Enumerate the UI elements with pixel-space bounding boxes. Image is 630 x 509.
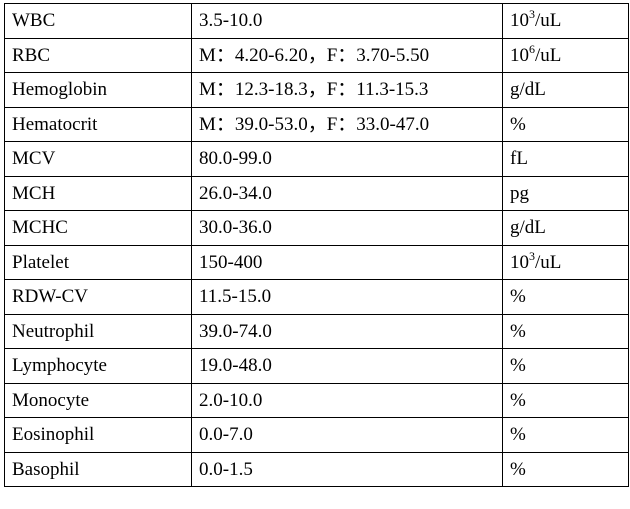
reference-range-cell: 80.0-99.0 bbox=[191, 141, 503, 177]
unit-base: % bbox=[510, 320, 526, 342]
reference-range-cell: 2.0-10.0 bbox=[191, 382, 503, 418]
table-row: Hemoglobin M：12.3-18.3，F：11.3-15.3 g/dL bbox=[4, 72, 629, 108]
test-name-cell: Neutrophil bbox=[4, 313, 192, 349]
test-name-cell: Hemoglobin bbox=[4, 72, 192, 108]
unit-cell: pg bbox=[502, 175, 629, 211]
table-row: RDW-CV 11.5-15.0% bbox=[4, 279, 629, 315]
reference-range-table: WBC 3.5-10.0 103/uL RBC M：4.20-6.20，F：3.70-5… bbox=[4, 3, 629, 487]
unit-base: % bbox=[510, 458, 526, 480]
unit-base: % bbox=[510, 355, 526, 377]
table-row: Lymphocyte 19.0-48.0% bbox=[4, 348, 629, 384]
reference-range-cell: 39.0-74.0 bbox=[191, 313, 503, 349]
unit-cell: % bbox=[502, 417, 629, 453]
test-name-cell: MCH bbox=[4, 175, 192, 211]
unit-base: fL bbox=[510, 148, 528, 170]
unit-cell: % bbox=[502, 451, 629, 487]
unit-cell: % bbox=[502, 348, 629, 384]
unit-base: % bbox=[510, 424, 526, 446]
table-row: MCV 80.0-99.0 fL bbox=[4, 141, 629, 177]
unit-base: pg bbox=[510, 182, 529, 204]
unit-exponent: 3 bbox=[529, 7, 535, 22]
reference-range-cell: 11.5-15.0 bbox=[191, 279, 503, 315]
unit-base: % bbox=[510, 389, 526, 411]
reference-range-cell: 26.0-34.0 bbox=[191, 175, 503, 211]
test-name-cell: MCHC bbox=[4, 210, 192, 246]
test-name-cell: Basophil bbox=[4, 451, 192, 487]
table-row: Platelet 150-400 103/uL bbox=[4, 244, 629, 280]
reference-range-cell: 0.0-7.0 bbox=[191, 417, 503, 453]
reference-range-cell: 0.0-1.5 bbox=[191, 451, 503, 487]
reference-range-cell: M：39.0-53.0，F：33.0-47.0 bbox=[191, 106, 503, 142]
unit-cell: g/dL bbox=[502, 210, 629, 246]
unit-cell: % bbox=[502, 382, 629, 418]
unit-cell: 103/uL bbox=[502, 244, 629, 280]
unit-cell: 103/uL bbox=[502, 3, 629, 39]
unit-cell: fL bbox=[502, 141, 629, 177]
unit-cell: % bbox=[502, 279, 629, 315]
reference-range-cell: M：4.20-6.20，F：3.70-5.50 bbox=[191, 37, 503, 73]
table-row: Neutrophil 39.0-74.0% bbox=[4, 313, 629, 349]
test-name-cell: Eosinophil bbox=[4, 417, 192, 453]
unit-cell: g/dL bbox=[502, 72, 629, 108]
reference-range-cell: 3.5-10.0 bbox=[191, 3, 503, 39]
unit-base: 10 bbox=[510, 10, 529, 32]
unit-base: % bbox=[510, 113, 526, 135]
test-name-cell: RDW-CV bbox=[4, 279, 192, 315]
table-row: WBC 3.5-10.0 103/uL bbox=[4, 3, 629, 39]
test-name-cell: MCV bbox=[4, 141, 192, 177]
test-name-cell: Lymphocyte bbox=[4, 348, 192, 384]
test-name-cell: Monocyte bbox=[4, 382, 192, 418]
unit-exponent: 6 bbox=[529, 41, 535, 56]
table-row: Hematocrit M：39.0-53.0，F：33.0-47.0% bbox=[4, 106, 629, 142]
unit-base: % bbox=[510, 286, 526, 308]
unit-base: 10 bbox=[510, 251, 529, 273]
unit-exponent: 3 bbox=[529, 248, 535, 263]
unit-base: 10 bbox=[510, 44, 529, 66]
table-body: WBC 3.5-10.0 103/uL RBC M：4.20-6.20，F：3.70-5… bbox=[4, 3, 629, 487]
reference-range-cell: 19.0-48.0 bbox=[191, 348, 503, 384]
table-row: MCHC 30.0-36.0 g/dL bbox=[4, 210, 629, 246]
table-row: Basophil 0.0-1.5% bbox=[4, 451, 629, 487]
unit-base: g/dL bbox=[510, 79, 546, 101]
reference-range-cell: 150-400 bbox=[191, 244, 503, 280]
unit-cell: % bbox=[502, 313, 629, 349]
unit-cell: 106/uL bbox=[502, 37, 629, 73]
table-row: Monocyte 2.0-10.0% bbox=[4, 382, 629, 418]
unit-suffix: /uL bbox=[535, 10, 562, 32]
reference-range-cell: 30.0-36.0 bbox=[191, 210, 503, 246]
test-name-cell: RBC bbox=[4, 37, 192, 73]
test-name-cell: Platelet bbox=[4, 244, 192, 280]
unit-base: g/dL bbox=[510, 217, 546, 239]
table-row: RBC M：4.20-6.20，F：3.70-5.50 106/uL bbox=[4, 37, 629, 73]
test-name-cell: Hematocrit bbox=[4, 106, 192, 142]
test-name-cell: WBC bbox=[4, 3, 192, 39]
table-row: Eosinophil 0.0-7.0% bbox=[4, 417, 629, 453]
unit-cell: % bbox=[502, 106, 629, 142]
unit-suffix: /uL bbox=[535, 44, 562, 66]
table-row: MCH 26.0-34.0 pg bbox=[4, 175, 629, 211]
reference-range-cell: M：12.3-18.3，F：11.3-15.3 bbox=[191, 72, 503, 108]
unit-suffix: /uL bbox=[535, 251, 562, 273]
